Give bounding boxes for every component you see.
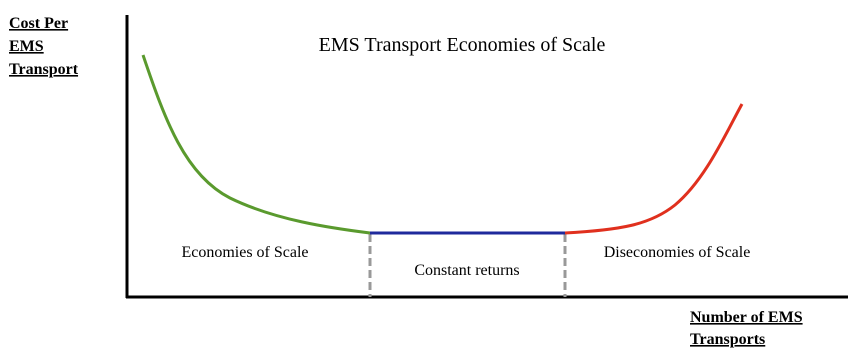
region-label: Economies of Scale (181, 244, 308, 261)
economies-curve (141, 54, 371, 235)
region-label: Diseconomies of Scale (604, 244, 751, 261)
y-axis-label: EMS (9, 38, 44, 55)
title: EMS Transport Economies of Scale (319, 34, 606, 56)
y-axis-label: Cost Per (9, 15, 68, 32)
x-axis-label: Transports (690, 331, 765, 348)
diseconomies-curve (564, 103, 744, 235)
y-axis-label: Transport (9, 61, 79, 78)
region-label: Constant returns (414, 262, 519, 279)
x-axis-label: Number of EMS (690, 309, 803, 326)
